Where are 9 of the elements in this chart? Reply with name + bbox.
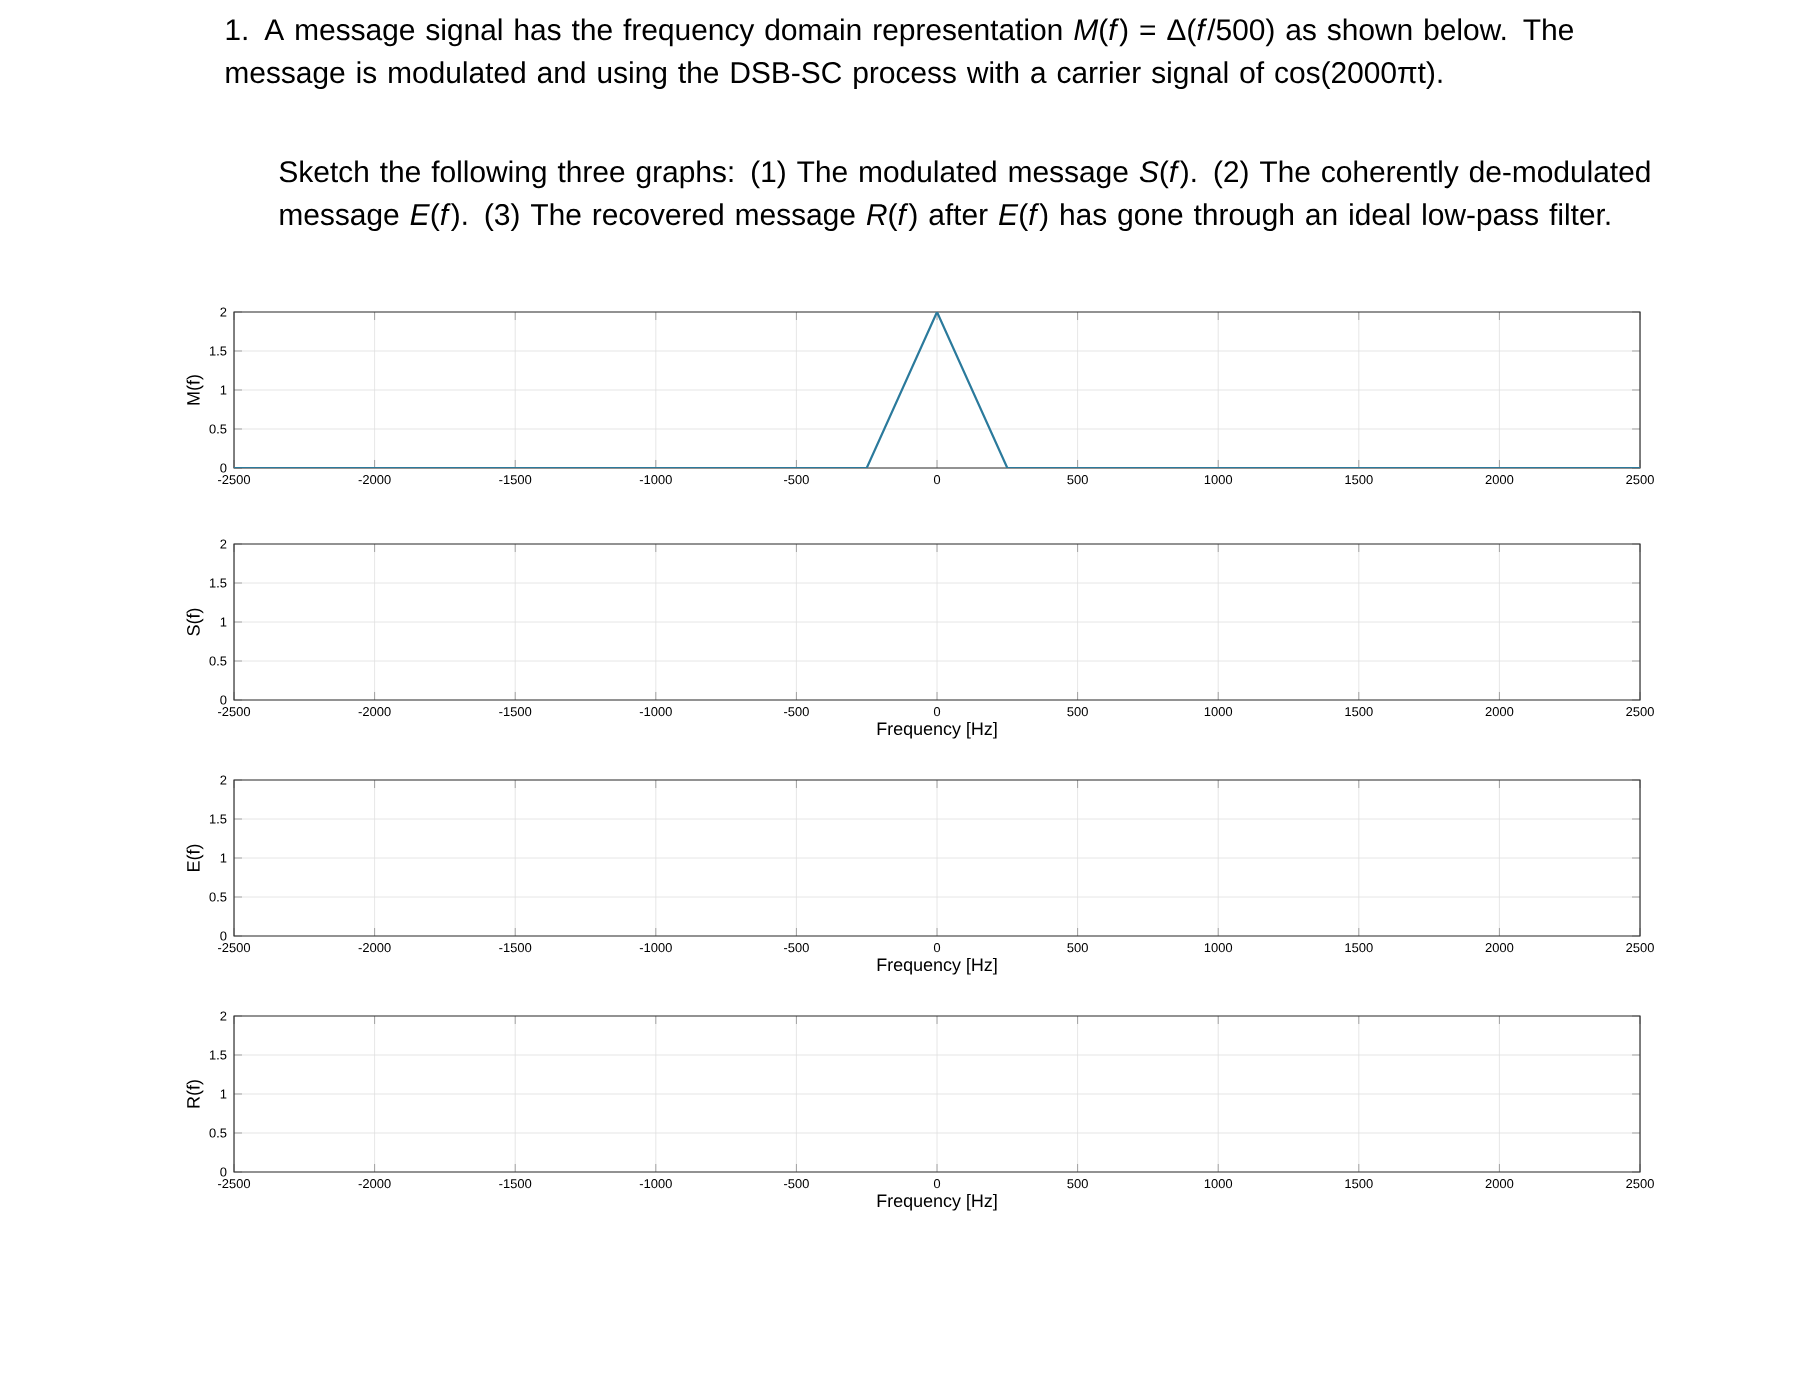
x-axis-title: Frequency [Hz] xyxy=(877,957,997,975)
y-axis-title: R(f) xyxy=(186,1080,204,1108)
chart-title: 1. A message signal has the frequency domain representation M(f) = Δ(f/500) as shown below. The message is modulated and using the DSB-SC process with a carrier signal of cos(2000πt). xyxy=(226,18,1573,90)
y-axis-title: S(f) xyxy=(186,608,204,636)
text: Sketch the following three graphs: (1) The modulated message S(f). (2) The coherently de-modulated message E(f). (3) The recovered message R(f) after E(f) has gone through an ideal low-pass filter. xyxy=(279,160,1650,232)
y-axis-title: M(f) xyxy=(186,375,204,405)
x-axis-title: Frequency [Hz] xyxy=(877,721,997,739)
x-axis-title: Frequency [Hz] xyxy=(877,1193,997,1211)
y-axis-title: E(f) xyxy=(186,844,204,871)
